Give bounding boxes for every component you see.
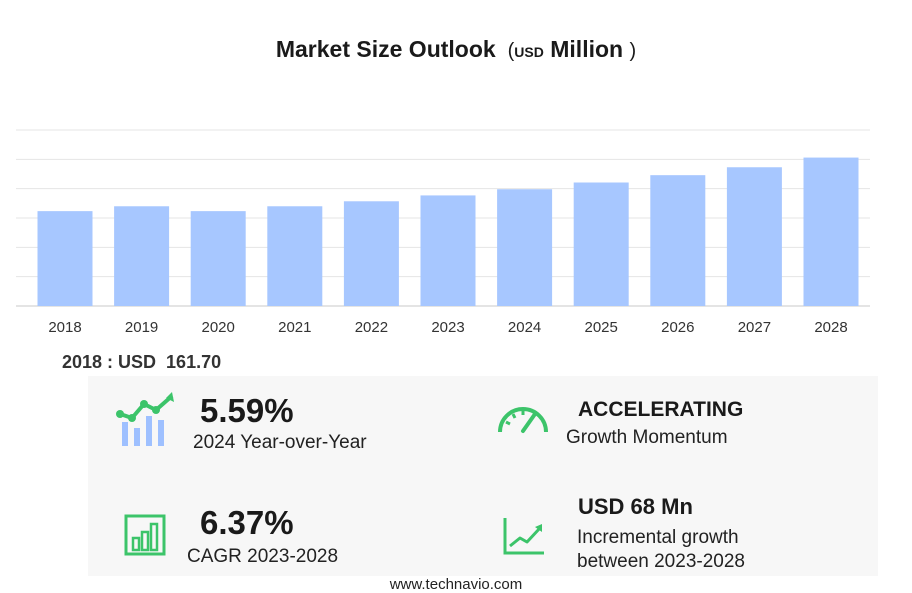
bar-2022 <box>343 201 399 306</box>
x-tick-label: 2023 <box>431 319 464 336</box>
base-year-stat: 2018 : USD 161.70 <box>62 352 222 372</box>
bar-2018 <box>37 211 93 306</box>
x-tick-label: 2026 <box>661 319 694 336</box>
increment-label-2: between 2023-2028 <box>577 551 745 572</box>
bar-chart: 2018 2019 2020 2021 2022 2023 2024 2025 2026 2027… <box>16 129 870 336</box>
x-tick-label: 2025 <box>585 319 618 336</box>
title-open-paren: ( <box>502 40 515 62</box>
increment-value: USD 68 Mn <box>578 494 693 519</box>
title-main: Market Size Outlook <box>275 36 496 62</box>
bar-2028 <box>803 157 859 306</box>
x-tick-label: 2022 <box>355 319 388 336</box>
momentum-label: Growth Momentum <box>566 427 728 448</box>
bar-2023 <box>420 195 476 306</box>
chart-bars <box>37 157 859 306</box>
cagr-label: CAGR 2023-2028 <box>187 546 339 567</box>
bar-2027 <box>726 167 782 306</box>
yoy-value: 5.59% <box>200 392 294 429</box>
title-unit: Million <box>550 36 624 62</box>
trend-up-icon <box>116 392 174 446</box>
x-tick-label: 2021 <box>278 319 311 336</box>
bar-2026 <box>650 175 706 306</box>
bar-2024 <box>497 189 553 306</box>
increment-label-1: Incremental growth <box>577 527 739 548</box>
x-tick-label: 2019 <box>125 319 158 336</box>
bar-2025 <box>573 182 629 306</box>
title-unit-small: USD <box>514 44 544 60</box>
x-tick-label: 2020 <box>202 319 235 336</box>
x-tick-label: 2024 <box>508 319 541 336</box>
yoy-label: 2024 Year-over-Year <box>193 432 367 453</box>
source-footer: www.technavio.com <box>389 576 523 593</box>
x-tick-label: 2027 <box>738 319 771 336</box>
kpi-panel <box>88 376 878 576</box>
title-close-paren: ) <box>629 40 637 62</box>
x-tick-label: 2028 <box>814 319 847 336</box>
bar-chart-icon <box>124 514 166 556</box>
bar-2019 <box>114 206 170 306</box>
bar-2021 <box>267 206 323 306</box>
x-tick-label: 2018 <box>48 319 81 336</box>
momentum-value: ACCELERATING <box>578 398 744 421</box>
bar-2020 <box>190 211 246 306</box>
speedometer-icon <box>498 407 548 433</box>
line-chart-icon <box>503 518 544 555</box>
chart-title: Market Size Outlook (USD Million ) <box>0 36 912 63</box>
cagr-value: 6.37% <box>200 504 294 541</box>
x-tick-labels: 2018 2019 2020 2021 2022 2023 2024 2025 2026 2027… <box>48 319 847 336</box>
